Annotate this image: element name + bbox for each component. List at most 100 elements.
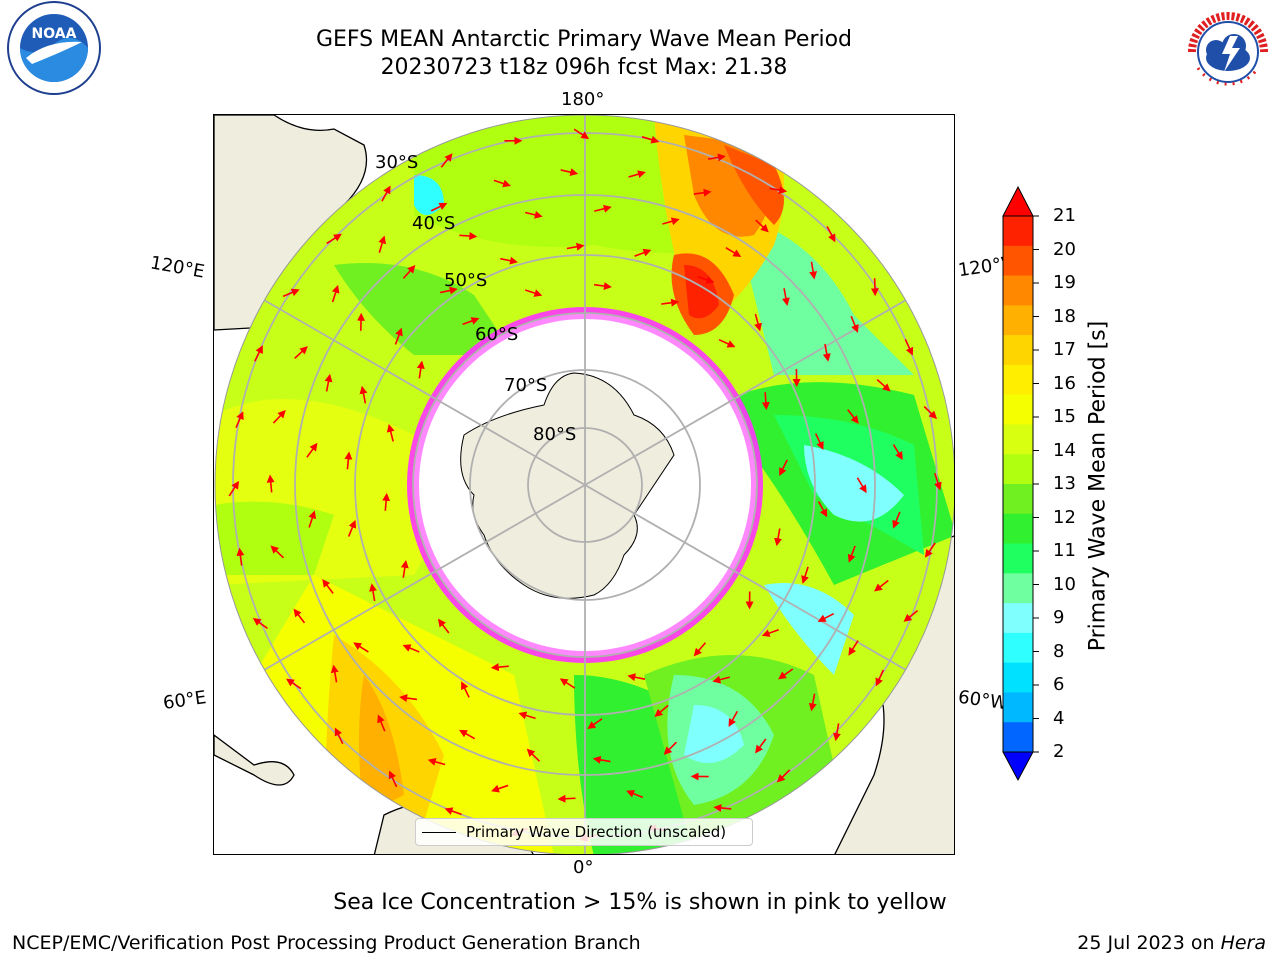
colorbar-tick-label: 13 <box>1053 473 1076 494</box>
wave-direction-arrow <box>573 128 590 140</box>
sea-ice-note: Sea Ice Concentration > 15% is shown in … <box>333 890 947 915</box>
wave-direction-arrow <box>924 542 936 558</box>
wave-direction-arrow <box>381 185 391 202</box>
wave-direction-arrow <box>814 433 824 450</box>
colorbar <box>1000 185 1040 790</box>
wave-direction-arrow <box>781 288 790 306</box>
wave-direction-arrow <box>282 288 300 298</box>
colorbar-bin <box>1003 305 1033 336</box>
wave-direction-arrow <box>402 264 416 279</box>
colorbar-svg <box>1002 185 1039 782</box>
wave-direction-arrow <box>459 232 478 241</box>
wave-direction-arrow <box>430 202 448 212</box>
wave-direction-arrow <box>708 153 726 162</box>
wave-direction-arrow <box>525 210 543 219</box>
wave-direction-arrow <box>850 315 859 333</box>
wave-direction-arrow <box>769 186 788 195</box>
lat-label-80s: 80°S <box>533 424 577 445</box>
wave-direction-arrow <box>331 284 340 303</box>
wave-direction-arrow <box>809 261 818 280</box>
wave-direction-arrow <box>293 608 306 624</box>
polar-map <box>213 114 955 855</box>
wave-direction-arrow <box>439 286 458 295</box>
lon-label-left-lower: 60°E <box>161 687 208 714</box>
wave-direction-arrow <box>388 770 398 788</box>
colorbar-tick-label: 19 <box>1053 272 1076 293</box>
svg-text:NOAA: NOAA <box>32 26 77 42</box>
wave-direction-arrow <box>592 755 611 764</box>
wave-direction-arrow <box>272 410 286 424</box>
colorbar-tick-label: 16 <box>1053 372 1076 394</box>
wave-direction-arrow <box>779 459 788 477</box>
wave-direction-arrow <box>252 617 268 630</box>
wave-direction-arrow <box>934 473 942 491</box>
wave-direction-arrow <box>559 678 576 689</box>
lon-label-bottom: 0° <box>573 857 594 878</box>
wave-direction-arrow <box>817 501 828 518</box>
wave-direction-arrow <box>892 511 901 529</box>
wave-direction-arrow <box>923 405 938 420</box>
colorbar-label: Primary Wave Mean Period [s] <box>1085 320 1111 652</box>
wave-direction-arrow <box>661 298 680 307</box>
colorbar-bin <box>1003 245 1033 277</box>
wave-direction-arrow <box>437 618 450 634</box>
colorbar-tick-label: 10 <box>1053 573 1076 595</box>
wave-direction-arrow <box>235 411 244 428</box>
colorbar-bin <box>1003 513 1033 545</box>
wave-direction-arrows <box>228 128 942 842</box>
wave-direction-arrow <box>330 664 339 683</box>
wave-direction-arrow <box>712 675 731 684</box>
colorbar-bin <box>1003 662 1033 693</box>
colorbar-tick-label: 17 <box>1053 339 1076 360</box>
wave-direction-arrow <box>236 547 245 566</box>
colorbar-tick-label: 2 <box>1053 741 1065 762</box>
wave-direction-arrow <box>876 379 891 392</box>
colorbar-bin <box>1003 722 1033 753</box>
legend-line-swatch <box>422 831 456 833</box>
wave-direction-arrow <box>875 669 885 687</box>
wave-direction-arrow <box>847 545 856 563</box>
wave-direction-arrow <box>560 168 579 177</box>
wave-direction-arrow <box>892 444 903 460</box>
wave-direction-arrow <box>903 610 919 622</box>
legend-label: Primary Wave Direction (unscaled) <box>466 823 727 841</box>
wave-direction-arrow <box>359 385 368 404</box>
lat-label-40s: 40°S <box>412 213 456 234</box>
wave-direction-arrow <box>626 789 644 799</box>
wave-direction-arrow <box>832 723 841 742</box>
wave-direction-arrow <box>294 346 308 359</box>
wave-direction-arrow <box>324 373 333 392</box>
wave-direction-arrow <box>587 718 603 729</box>
colorbar-extend-bottom <box>1002 751 1034 782</box>
colorbar-tick-label: 14 <box>1053 439 1076 461</box>
wave-direction-arrow <box>285 678 302 690</box>
chart-title: GEFS MEAN Antarctic Primary Wave Mean Pe… <box>315 27 853 52</box>
wave-direction-arrow <box>416 360 425 379</box>
wave-direction-arrow <box>394 327 403 345</box>
footer-branch: NCEP/EMC/Verification Post Processing Pr… <box>12 932 641 954</box>
wave-direction-arrow <box>344 451 353 470</box>
colorbar-bin <box>1003 216 1033 247</box>
colorbar-tick-label: 6 <box>1053 674 1065 695</box>
wave-direction-arrow <box>377 714 386 732</box>
wave-direction-arrow <box>461 681 470 698</box>
wave-direction-arrow <box>826 225 836 243</box>
colorbar-bin <box>1003 692 1033 723</box>
wave-direction-arrow <box>308 510 317 528</box>
wave-direction-arrow <box>693 642 707 657</box>
wave-direction-arrow <box>500 256 518 265</box>
colorbar-tick-label: 21 <box>1053 205 1076 226</box>
footer-date-text: 25 Jul 2023 on <box>1077 932 1215 954</box>
wave-direction-arrow <box>761 392 770 411</box>
wave-direction-arrow <box>822 343 831 362</box>
colorbar-bin <box>1003 454 1033 485</box>
wave-direction-arrow <box>594 204 612 213</box>
wave-direction-arrow <box>518 711 536 720</box>
lon-label-left-upper: 120°E <box>148 252 207 283</box>
colorbar-bin <box>1003 275 1033 306</box>
wave-direction-arrow <box>817 612 835 622</box>
colorbar-tick-label: 20 <box>1053 238 1076 260</box>
wave-direction-arrow <box>228 480 240 497</box>
wave-direction-arrow <box>266 474 275 493</box>
wave-direction-arrow <box>761 628 779 637</box>
